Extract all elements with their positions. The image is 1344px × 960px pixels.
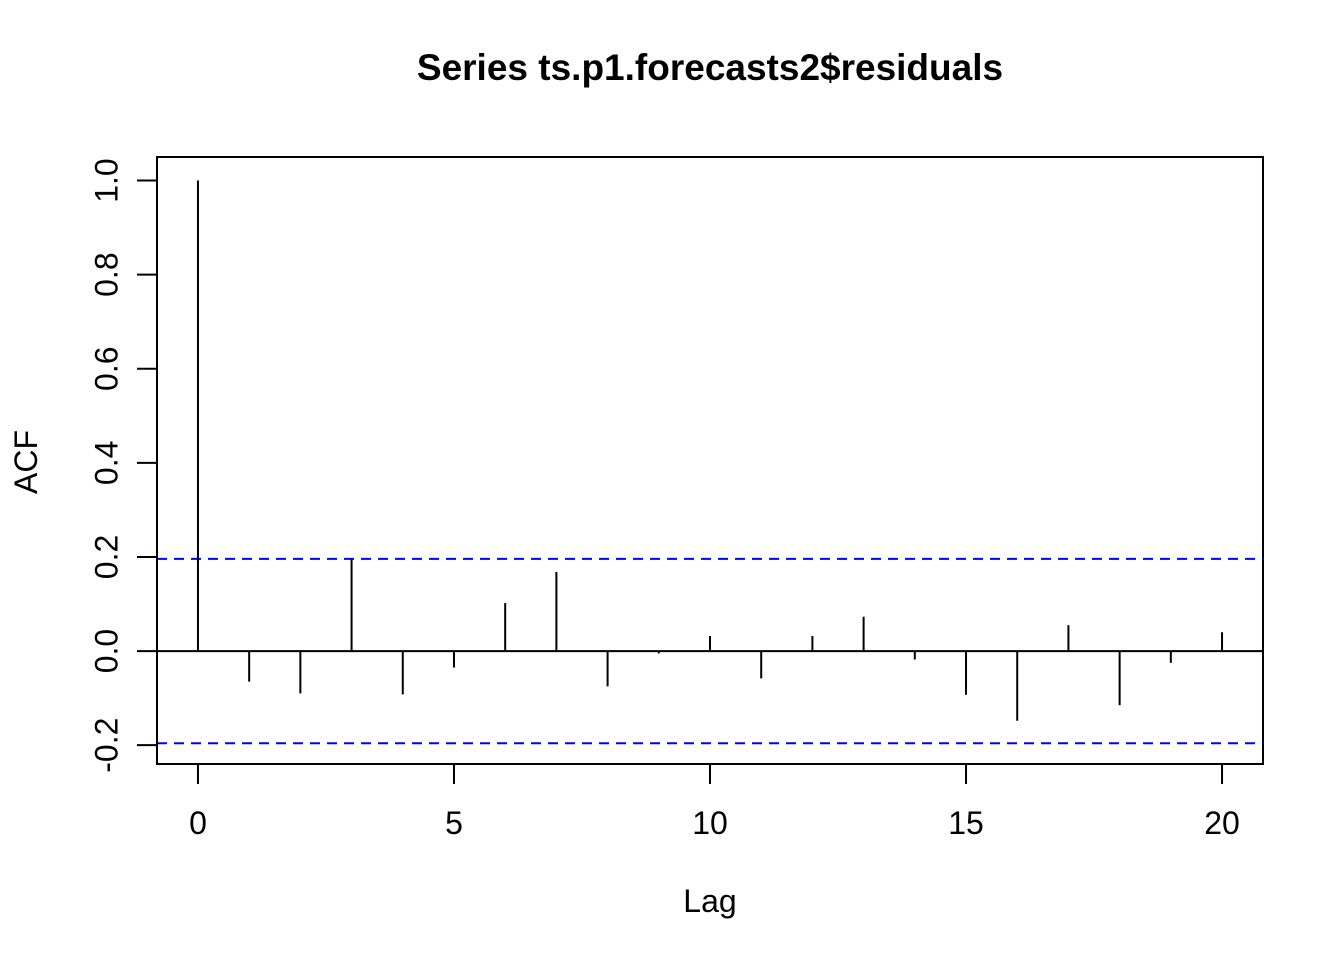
marks-layer xyxy=(157,180,1263,745)
x-tick-label-10: 10 xyxy=(692,805,728,841)
x-tick-label-20: 20 xyxy=(1204,805,1240,841)
y-tick-label-0.4: 0.4 xyxy=(88,441,124,485)
axes-layer: 0 5 10 15 20 -0.2 0.0 0.2 0.4 0.6 0.8 1.0 xyxy=(88,158,1239,841)
chart-title: Series ts.p1.forecasts2$residuals xyxy=(417,47,1003,88)
x-tick-label-15: 15 xyxy=(948,805,984,841)
y-tick-label-1.0: 1.0 xyxy=(88,158,124,202)
y-axis-label: ACF xyxy=(8,430,44,494)
x-axis-label: Lag xyxy=(683,883,736,919)
plot-frame xyxy=(156,156,1264,765)
x-tick-label-0: 0 xyxy=(189,805,207,841)
y-tick-label-0.0: 0.0 xyxy=(88,629,124,673)
y-tick-label-0.2: 0.2 xyxy=(88,535,124,579)
y-tick-label--0.2: -0.2 xyxy=(88,718,124,773)
y-tick-label-0.8: 0.8 xyxy=(88,252,124,296)
y-tick-label-0.6: 0.6 xyxy=(88,347,124,391)
x-tick-label-5: 5 xyxy=(445,805,463,841)
